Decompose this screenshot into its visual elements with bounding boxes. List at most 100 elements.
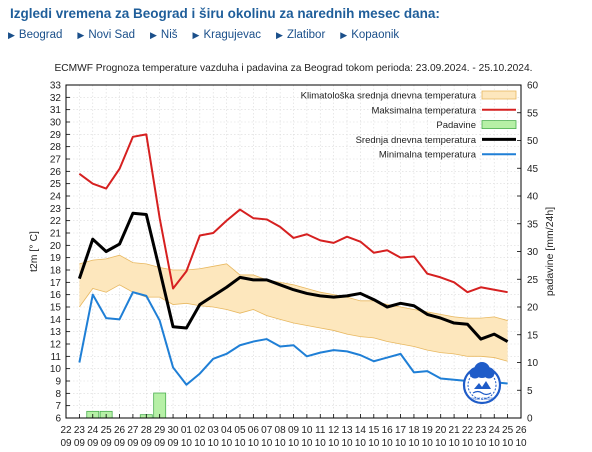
x-tick-label-month: 10: [368, 438, 380, 449]
x-tick-label-day: 26: [114, 425, 126, 436]
x-tick-label-month: 09: [74, 438, 86, 449]
y-tick-label: 27: [50, 155, 62, 166]
legend-swatch: [481, 120, 517, 129]
x-tick-label-day: 27: [127, 425, 139, 436]
triangle-right-icon: ▶: [8, 30, 15, 40]
x-tick-label-day: 07: [261, 425, 273, 436]
x-tick-label-month: 09: [141, 438, 153, 449]
y-axis-label: t2m [° C]: [28, 231, 40, 272]
x-tick-label-day: 25: [101, 425, 113, 436]
x-tick-label-month: 10: [382, 438, 394, 449]
page-title: Izgledi vremena za Beograd i širu okolin…: [10, 6, 440, 21]
city-link-label: Niš: [160, 29, 178, 41]
x-tick-label-day: 11: [315, 425, 326, 436]
x-tick-label-day: 04: [221, 425, 233, 436]
y-tick-label: 18: [50, 266, 62, 277]
x-tick-label-month: 10: [301, 438, 313, 449]
y2-tick-label: 40: [527, 192, 539, 203]
y-tick-label: 20: [50, 241, 62, 252]
x-tick-label-day: 14: [355, 425, 367, 436]
x-tick-label-month: 10: [502, 438, 514, 449]
y-tick-label: 9: [55, 377, 61, 388]
legend-label: Klimatološka srednja dnevna temperatura: [301, 91, 477, 102]
x-tick-label-day: 05: [234, 425, 246, 436]
x-tick-label-month: 10: [315, 438, 327, 449]
y2-tick-label: 10: [527, 358, 539, 369]
y-tick-label: 19: [50, 253, 62, 264]
x-tick-label-day: 09: [288, 425, 300, 436]
x-tick-label-day: 20: [435, 425, 447, 436]
x-tick-label-day: 22: [462, 425, 474, 436]
y2-tick-label: 5: [527, 386, 533, 397]
city-link-novi-sad[interactable]: ▶ Novi Sad: [77, 29, 135, 41]
y-tick-label: 31: [50, 105, 62, 116]
logo-cloud: [469, 367, 481, 379]
x-tick-label-month: 09: [167, 438, 179, 449]
y-tick-label: 21: [50, 229, 62, 240]
x-tick-label-month: 10: [261, 438, 273, 449]
x-tick-label-day: 18: [408, 425, 420, 436]
y-tick-label: 12: [50, 340, 62, 351]
city-link-niš[interactable]: ▶ Niš: [150, 29, 178, 41]
y-tick-label: 11: [51, 352, 62, 363]
x-tick-label-day: 30: [167, 425, 179, 436]
x-tick-label-day: 26: [515, 425, 527, 436]
x-tick-label-day: 15: [368, 425, 380, 436]
x-tick-label-month: 10: [489, 438, 501, 449]
x-tick-label-day: 02: [194, 425, 206, 436]
x-tick-label-day: 17: [395, 425, 407, 436]
x-tick-label-month: 10: [449, 438, 461, 449]
x-tick-label-month: 10: [275, 438, 287, 449]
x-tick-label-month: 10: [181, 438, 193, 449]
x-tick-label-month: 10: [422, 438, 434, 449]
legend-swatch: [481, 90, 517, 100]
x-tick-label-day: 23: [475, 425, 487, 436]
y-tick-label: 28: [50, 142, 62, 153]
x-tick-label-day: 03: [208, 425, 220, 436]
y2-tick-label: 25: [527, 275, 539, 286]
city-link-kragujevac[interactable]: ▶ Kragujevac: [193, 29, 261, 41]
x-tick-label-month: 10: [475, 438, 487, 449]
y-tick-label: 24: [50, 192, 62, 203]
triangle-right-icon: ▶: [340, 30, 348, 40]
y-tick-label: 13: [50, 327, 62, 338]
logo-mountain: [474, 381, 491, 389]
y-tick-label: 30: [50, 118, 62, 129]
legend: [481, 90, 517, 156]
climatology-band-upper-edge: [79, 254, 508, 321]
y2-axis-label: padavine [mm/24h]: [544, 207, 556, 296]
y2-tick-label: 50: [527, 136, 539, 147]
y2-tick-label: 45: [527, 164, 539, 175]
y-tick-label: 23: [50, 204, 62, 215]
y2-tick-label: 30: [527, 247, 539, 258]
x-tick-label-month: 10: [328, 438, 340, 449]
x-tick-label-month: 10: [288, 438, 300, 449]
y-tick-label: 25: [50, 179, 62, 190]
x-tick-label-month: 10: [234, 438, 246, 449]
y2-tick-label: 35: [527, 219, 539, 230]
city-link-beograd[interactable]: ▶ Beograd: [8, 29, 62, 41]
x-tick-label-month: 09: [154, 438, 166, 449]
triangle-right-icon: ▶: [276, 30, 283, 40]
city-link-zlatibor[interactable]: ▶ Zlatibor: [276, 29, 325, 41]
logo-text: RHMZ SRBIJE: [470, 397, 494, 401]
y-tick-label: 7: [55, 401, 61, 412]
city-link-label: Kragujevac: [203, 29, 262, 41]
y-tick-label: 22: [50, 216, 62, 227]
legend-label: Srednja dnevna temperatura: [356, 135, 477, 146]
chart-title: ECMWF Prognoza temperature vazduha i pad…: [55, 63, 533, 74]
x-tick-label-month: 10: [355, 438, 367, 449]
logo-wave: [472, 390, 492, 396]
line-max-temperature: [78, 133, 508, 294]
y-tick-label: 32: [50, 93, 62, 104]
triangle-right-icon: ▶: [150, 30, 157, 40]
x-tick-label-day: 12: [328, 425, 340, 436]
line-mean-temperature: [77, 211, 509, 343]
x-tick-label-day: 13: [341, 425, 353, 436]
x-tick-label-month: 10: [515, 438, 527, 449]
y-tick-label: 14: [50, 315, 62, 326]
x-tick-label-month: 09: [114, 438, 126, 449]
city-link-kopaonik[interactable]: ▶ Kopaonik: [340, 29, 399, 41]
climatology-band-lower-edge: [79, 284, 508, 362]
y-tick-label: 8: [55, 389, 61, 400]
